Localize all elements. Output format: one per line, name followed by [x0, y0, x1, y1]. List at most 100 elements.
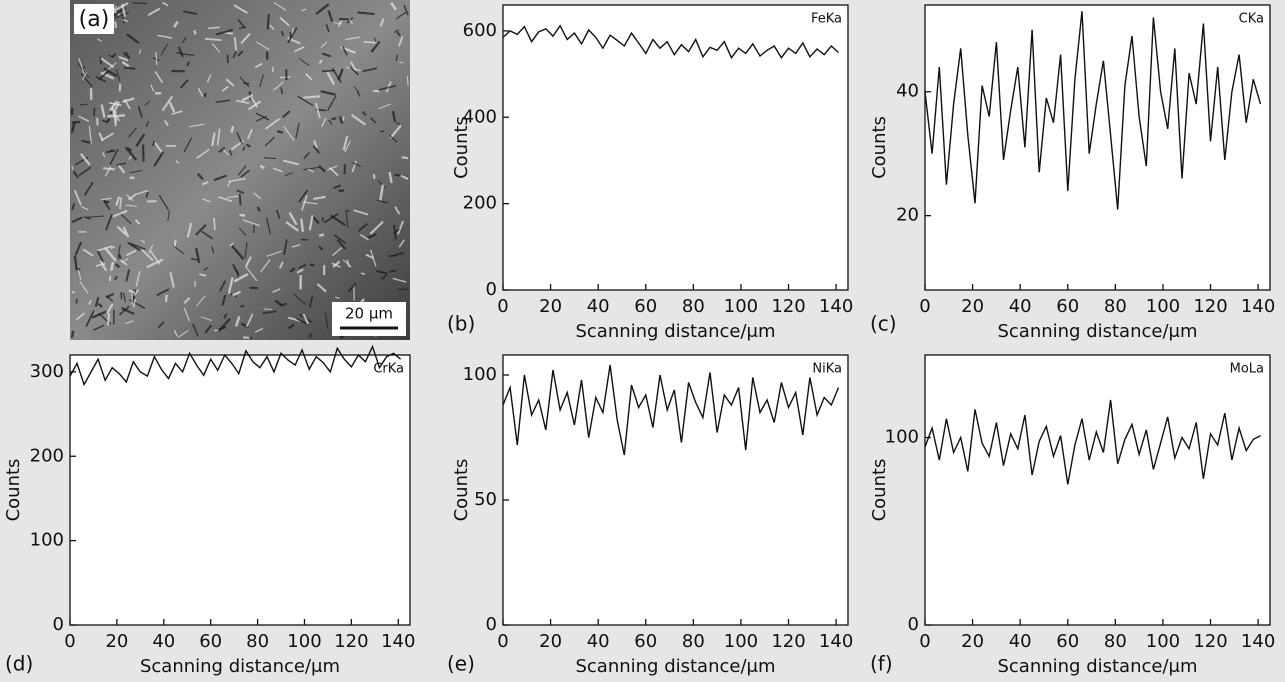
- texture: [126, 33, 140, 44]
- panel-label: (f): [870, 652, 893, 676]
- texture: [237, 50, 244, 57]
- texture: [327, 10, 334, 22]
- texture: [300, 218, 305, 233]
- texture: [342, 116, 345, 121]
- texture: [154, 71, 164, 84]
- texture: [287, 323, 295, 330]
- texture: [389, 269, 397, 273]
- texture: [83, 181, 94, 196]
- texture: [227, 195, 239, 199]
- texture: [171, 110, 183, 115]
- y-tick-label: 100: [463, 364, 497, 385]
- texture: [331, 67, 342, 84]
- texture: [362, 67, 378, 73]
- texture: [71, 216, 83, 223]
- x-tick-label: 140: [1241, 631, 1275, 652]
- texture: [119, 212, 132, 225]
- x-tick-label: 60: [199, 631, 222, 652]
- texture: [126, 194, 134, 202]
- texture: [100, 104, 106, 118]
- x-tick-label: 100: [1146, 631, 1180, 652]
- x-tick-label: 140: [381, 631, 415, 652]
- texture: [211, 132, 216, 147]
- texture: [203, 266, 208, 271]
- texture: [397, 35, 404, 47]
- plot-area: [924, 4, 1271, 291]
- texture: [144, 101, 150, 106]
- texture: [204, 324, 213, 334]
- x-tick-label: 100: [287, 631, 321, 652]
- texture: [107, 114, 125, 118]
- texture: [327, 95, 337, 111]
- texture: [349, 66, 360, 76]
- texture: [182, 10, 198, 15]
- texture: [401, 156, 409, 160]
- texture: [282, 110, 291, 119]
- texture: [365, 253, 375, 260]
- texture: [259, 74, 264, 88]
- texture: [332, 247, 343, 257]
- texture: [232, 263, 240, 276]
- texture: [238, 26, 247, 30]
- texture: [123, 98, 131, 110]
- y-tick-label: 300: [30, 361, 64, 382]
- plot-area: [502, 4, 849, 291]
- series-name: CKa: [1239, 12, 1264, 27]
- texture: [380, 130, 385, 133]
- y-axis-label: Counts: [3, 459, 24, 522]
- texture: [97, 302, 103, 308]
- texture: [140, 239, 146, 244]
- texture: [163, 119, 169, 127]
- texture: [74, 241, 83, 256]
- texture: [201, 230, 213, 240]
- texture: [129, 176, 135, 180]
- texture: [88, 300, 92, 305]
- texture: [223, 149, 229, 156]
- panel-label: (b): [447, 312, 475, 336]
- texture: [348, 18, 353, 24]
- y-tick-label: 50: [474, 489, 497, 510]
- texture: [240, 169, 250, 178]
- x-tick-label: 0: [497, 631, 508, 652]
- texture: [136, 189, 148, 195]
- texture: [78, 166, 92, 177]
- texture: [263, 308, 272, 311]
- x-tick-label: 100: [724, 631, 758, 652]
- texture: [110, 261, 115, 271]
- texture: [123, 66, 136, 70]
- texture: [389, 124, 402, 139]
- texture: [256, 41, 270, 51]
- texture: [346, 66, 361, 72]
- texture: [106, 303, 114, 315]
- texture: [189, 123, 205, 128]
- texture: [333, 184, 341, 189]
- texture: [155, 51, 158, 66]
- texture: [129, 170, 143, 174]
- texture: [266, 13, 270, 30]
- texture: [169, 272, 175, 288]
- texture: [112, 209, 128, 218]
- texture: [233, 272, 249, 283]
- texture: [127, 193, 138, 201]
- texture: [95, 262, 106, 267]
- texture: [157, 321, 165, 329]
- texture: [331, 117, 337, 121]
- texture: [132, 298, 137, 308]
- texture: [303, 151, 310, 160]
- texture: [149, 250, 161, 265]
- y-tick-label: 100: [30, 530, 64, 551]
- texture: [227, 277, 234, 295]
- y-axis-label: Counts: [451, 116, 472, 179]
- texture: [121, 60, 130, 68]
- texture: [217, 318, 231, 333]
- series-line: [924, 11, 1262, 210]
- texture: [114, 263, 121, 269]
- texture: [200, 316, 212, 322]
- texture: [245, 143, 251, 148]
- x-tick-label: 120: [771, 296, 805, 317]
- texture: [234, 315, 241, 327]
- texture: [244, 256, 252, 268]
- texture: [238, 227, 247, 236]
- texture: [237, 18, 246, 29]
- texture: [85, 310, 95, 328]
